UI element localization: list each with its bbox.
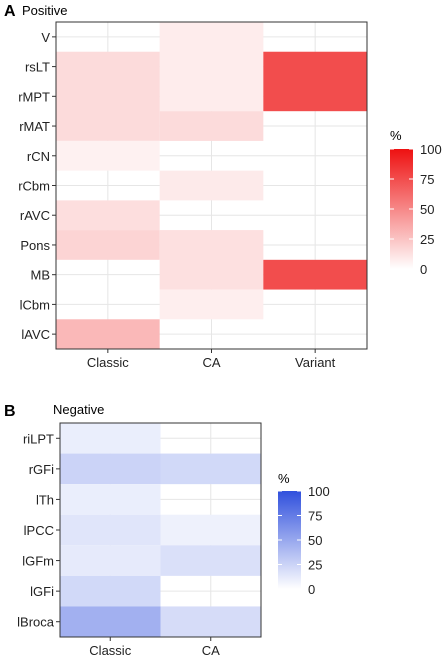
panel-a-legend-tick-0: 0 bbox=[420, 262, 427, 277]
panel-b-label: B bbox=[4, 403, 16, 420]
panel-a-cell-variant-rslt bbox=[263, 51, 367, 112]
panel-b-legend-tick-25: 25 bbox=[308, 558, 322, 573]
panel-b-legend-tick-100: 100 bbox=[308, 484, 330, 499]
panel-a-ytick-lavc: lAVC bbox=[21, 327, 50, 342]
panel-a-ytick-v: V bbox=[41, 30, 50, 45]
panel-b-xtick-classic: Classic bbox=[89, 643, 131, 657]
panel-b-legend-tick-50: 50 bbox=[308, 533, 322, 548]
panel-b-cell-classic-rgfi bbox=[60, 453, 161, 485]
panel-b-legend-tick-75: 75 bbox=[308, 509, 322, 524]
panel-b-ytick-lgfm: lGFm bbox=[22, 554, 54, 569]
panel-b-cell-classic-lbroca bbox=[60, 606, 161, 637]
panel-a-legend-colorbar bbox=[390, 149, 413, 269]
panel-a-ytick-ravc: rAVC bbox=[20, 208, 50, 223]
panel-b-cell-ca-rgfi bbox=[160, 453, 261, 485]
panel-a-legend-tick-25: 25 bbox=[420, 232, 434, 247]
panel-a-ytick-rmpt: rMPT bbox=[18, 89, 50, 104]
panel-b-ytick-lbroca: lBroca bbox=[17, 615, 55, 630]
panel-a-cell-ca-lcbm bbox=[159, 289, 264, 320]
panel-b-cell-ca-lpcc bbox=[160, 514, 261, 546]
panel-a-cell-classic-pons bbox=[56, 230, 160, 260]
panel-b-legend-tick-0: 0 bbox=[308, 582, 315, 597]
panel-a-legend-tick-50: 50 bbox=[420, 202, 434, 217]
panel-a-cell-classic-ravc bbox=[56, 200, 160, 231]
panel-a-cell-ca-rmat bbox=[159, 111, 264, 141]
panel-a-ytick-rcbm: rCbm bbox=[18, 179, 50, 194]
panel-b-cell-classic-rilpt bbox=[60, 423, 161, 454]
panel-a-cell-classic-rslt bbox=[56, 51, 160, 141]
panel-a-cell-variant-mb bbox=[263, 259, 367, 290]
panel-b-plot: riLPT rGFi lTh lPCC lGFm lGFi lBroca Classic CA 1… bbox=[17, 422, 330, 657]
panel-b-ytick-lth: lTh bbox=[36, 492, 54, 507]
panel-b-ytick-rilpt: riLPT bbox=[23, 431, 54, 446]
panel-a-legend-title: % bbox=[390, 128, 402, 143]
panel-a-xtick-classic: Classic bbox=[87, 355, 129, 370]
panel-a-xtick-variant: Variant bbox=[295, 355, 336, 370]
panel-b-ytick-lpcc: lPCC bbox=[24, 523, 54, 538]
panel-b-title: Negative bbox=[53, 402, 104, 417]
panel-a-ytick-lcbm: lCbm bbox=[20, 297, 50, 312]
panel-a-ytick-rmat: rMAT bbox=[19, 119, 50, 134]
panel-a-cell-ca-v bbox=[159, 22, 264, 112]
panel-a-cell-classic-lavc bbox=[56, 319, 160, 349]
panel-b-xtick-ca: CA bbox=[202, 643, 220, 657]
panel-a-legend-tick-100: 100 bbox=[420, 142, 442, 157]
panel-a-ytick-rslt: rsLT bbox=[25, 60, 50, 75]
panel-b-cell-classic-lth bbox=[60, 484, 161, 515]
panel-a-cell-ca-rcbm bbox=[159, 170, 264, 201]
panel-a-cell-ca-pons bbox=[159, 230, 264, 290]
panel-b-legend-colorbar bbox=[278, 491, 301, 589]
panel-b-cell-classic-lgfi bbox=[60, 575, 161, 607]
panel-a-cell-classic-rcn bbox=[56, 140, 160, 171]
panel-b-ytick-lgfi: lGFi bbox=[30, 584, 54, 599]
panel-b-legend-title: % bbox=[278, 471, 290, 486]
panel-a-legend-tick-75: 75 bbox=[420, 172, 434, 187]
panel-a-ytick-mb: MB bbox=[31, 268, 51, 283]
panel-a-ytick-pons: Pons bbox=[20, 238, 50, 253]
panel-b-cell-ca-lgfm bbox=[160, 545, 261, 576]
panel-b-cell-classic-lgfm bbox=[60, 545, 161, 576]
panel-a-xtick-ca: CA bbox=[202, 355, 220, 370]
panel-b-ytick-rgfi: rGFi bbox=[29, 462, 54, 477]
panel-a-label: A bbox=[4, 3, 16, 20]
panel-a-ytick-rcn: rCN bbox=[27, 149, 50, 164]
panel-a-title: Positive bbox=[22, 3, 68, 18]
panel-b-cell-ca-lbroca bbox=[160, 606, 261, 637]
panel-b-cell-classic-lpcc bbox=[60, 514, 161, 546]
